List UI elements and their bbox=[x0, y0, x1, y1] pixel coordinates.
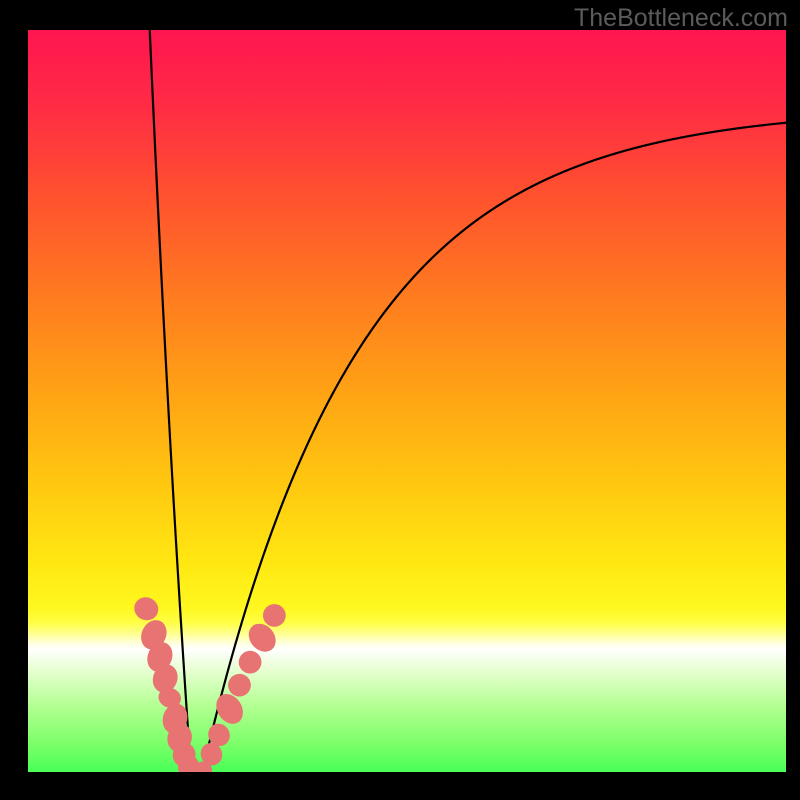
chart-svg bbox=[28, 30, 786, 772]
gradient-background bbox=[28, 30, 786, 772]
plot-area bbox=[28, 30, 786, 772]
watermark-text: TheBottleneck.com bbox=[574, 4, 788, 33]
